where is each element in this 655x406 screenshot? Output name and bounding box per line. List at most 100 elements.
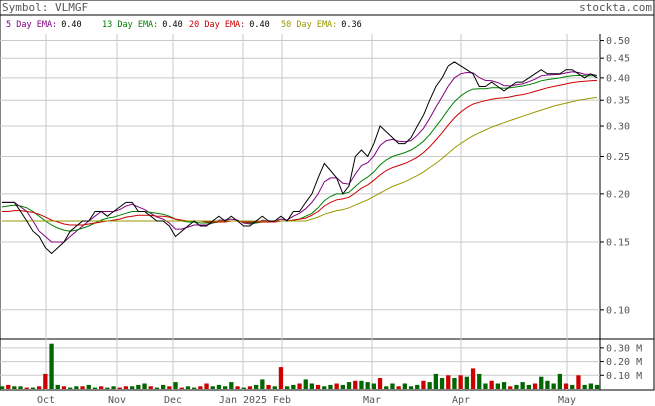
volume-bar bbox=[154, 387, 160, 389]
volume-bar bbox=[291, 384, 296, 389]
chart-frame bbox=[0, 0, 655, 391]
y-tick-label: 0.25 bbox=[606, 152, 630, 163]
volume-tick-label: 0.20 M bbox=[606, 357, 642, 368]
volume-bar bbox=[582, 384, 587, 389]
volume-bar bbox=[235, 386, 240, 389]
legend-ema13-label: 13 Day EMA: bbox=[102, 20, 158, 30]
volume-bar bbox=[384, 386, 389, 389]
x-tick-label: Apr bbox=[452, 395, 470, 406]
volume-bar bbox=[477, 373, 482, 389]
volume-bar bbox=[359, 380, 364, 389]
legend-ema20-label: 20 Day EMA: bbox=[189, 20, 245, 30]
volume-bar bbox=[210, 386, 215, 389]
volume-bar bbox=[334, 383, 339, 389]
legend-ema50-value: 0.36 bbox=[341, 20, 361, 30]
volume-bar bbox=[12, 386, 17, 389]
price-axis-labels: 0.50 0.45 0.40 0.35 0.30 0.25 0.20 0.15 0.10 bbox=[600, 36, 630, 316]
volume-tick-label: 0.30 M bbox=[606, 343, 642, 354]
volume-bar bbox=[390, 383, 395, 389]
volume-bar bbox=[551, 383, 556, 389]
volume-bar bbox=[483, 383, 488, 389]
volume-bar bbox=[532, 383, 538, 389]
legend-ema13-value: 0.40 bbox=[162, 20, 182, 30]
volume-bar bbox=[216, 384, 222, 389]
volume-bar bbox=[142, 383, 147, 389]
volume-bar bbox=[514, 384, 519, 389]
volume-bar bbox=[588, 383, 593, 389]
volume-bar bbox=[408, 386, 414, 389]
volume-bar bbox=[570, 384, 575, 389]
volume-bar bbox=[204, 383, 209, 389]
volume-bar bbox=[148, 386, 153, 389]
volume-bar bbox=[415, 384, 420, 389]
volume-bar bbox=[49, 343, 54, 389]
volume-bar bbox=[130, 386, 135, 389]
volume-bar bbox=[545, 380, 550, 389]
volume-bar bbox=[111, 386, 116, 389]
legend-ema5-value: 0.40 bbox=[61, 20, 81, 30]
symbol-label: Symbol: VLMGF bbox=[2, 1, 88, 14]
volume-bar bbox=[105, 387, 110, 389]
x-tick-label: Dec bbox=[164, 395, 182, 406]
volume-bar bbox=[576, 375, 581, 389]
volume-bar bbox=[86, 384, 91, 389]
volume-bar bbox=[30, 387, 36, 389]
volume-bar bbox=[43, 373, 48, 389]
grid bbox=[0, 34, 600, 390]
volume-bar bbox=[446, 375, 451, 389]
volume-bar bbox=[427, 382, 432, 389]
volume-bar bbox=[24, 387, 29, 389]
volume-bar bbox=[247, 386, 253, 389]
legend-ema50-label: 50 Day EMA: bbox=[281, 20, 337, 30]
volume-bar bbox=[508, 386, 513, 389]
volume-bars bbox=[0, 343, 600, 389]
y-tick-label: 0.30 bbox=[606, 122, 630, 133]
volume-bar bbox=[539, 376, 544, 389]
volume-bar bbox=[74, 386, 79, 389]
legend-ema20-value: 0.40 bbox=[249, 20, 269, 30]
svg-text:50 Day EMA:0.36: 50 Day EMA: 0.36 bbox=[281, 20, 362, 30]
volume-bar bbox=[433, 373, 438, 389]
price-line bbox=[2, 61, 598, 255]
volume-bar bbox=[495, 383, 500, 389]
volume-bar bbox=[99, 386, 104, 389]
volume-bar bbox=[123, 386, 129, 389]
volume-bar bbox=[92, 387, 98, 389]
y-tick-label: 0.15 bbox=[606, 237, 630, 248]
volume-bar bbox=[167, 386, 172, 389]
volume-bar bbox=[136, 384, 141, 389]
volume-bar bbox=[421, 380, 426, 389]
volume-bar bbox=[328, 384, 333, 389]
volume-bar bbox=[346, 382, 352, 389]
volume-bar bbox=[402, 383, 407, 389]
volume-bar bbox=[458, 375, 463, 389]
volume-bar bbox=[0, 386, 5, 389]
site-name: stockta.com bbox=[579, 1, 652, 14]
volume-bar bbox=[563, 383, 569, 389]
volume-bar bbox=[526, 384, 531, 389]
svg-text:20 Day EMA:0.40: 20 Day EMA: 0.40 bbox=[189, 20, 270, 30]
ema-line-20-day-ema bbox=[2, 79, 598, 226]
volume-bar bbox=[315, 384, 321, 389]
volume-bar bbox=[489, 380, 494, 389]
volume-bar bbox=[185, 386, 191, 389]
volume-bar bbox=[80, 386, 85, 389]
legend-ema5-label: 5 Day EMA: bbox=[6, 20, 57, 30]
volume-bar bbox=[229, 382, 234, 389]
volume-bar bbox=[439, 378, 445, 389]
volume-axis-labels: 0.30 M 0.20 M 0.10 M bbox=[600, 343, 642, 382]
svg-text:13 Day EMA:0.40: 13 Day EMA: 0.40 bbox=[102, 20, 183, 30]
volume-bar bbox=[272, 386, 277, 389]
volume-bar bbox=[365, 382, 370, 389]
volume-bar bbox=[61, 386, 67, 389]
volume-bar bbox=[241, 387, 246, 389]
volume-bar bbox=[68, 387, 73, 389]
volume-bar bbox=[309, 383, 314, 389]
volume-bar bbox=[37, 386, 42, 389]
volume-bar bbox=[353, 380, 358, 389]
volume-bar bbox=[55, 384, 60, 389]
volume-bar bbox=[322, 386, 327, 389]
svg-text:5 Day EMA:0.40: 5 Day EMA: 0.40 bbox=[6, 20, 82, 30]
volume-bar bbox=[179, 387, 184, 389]
